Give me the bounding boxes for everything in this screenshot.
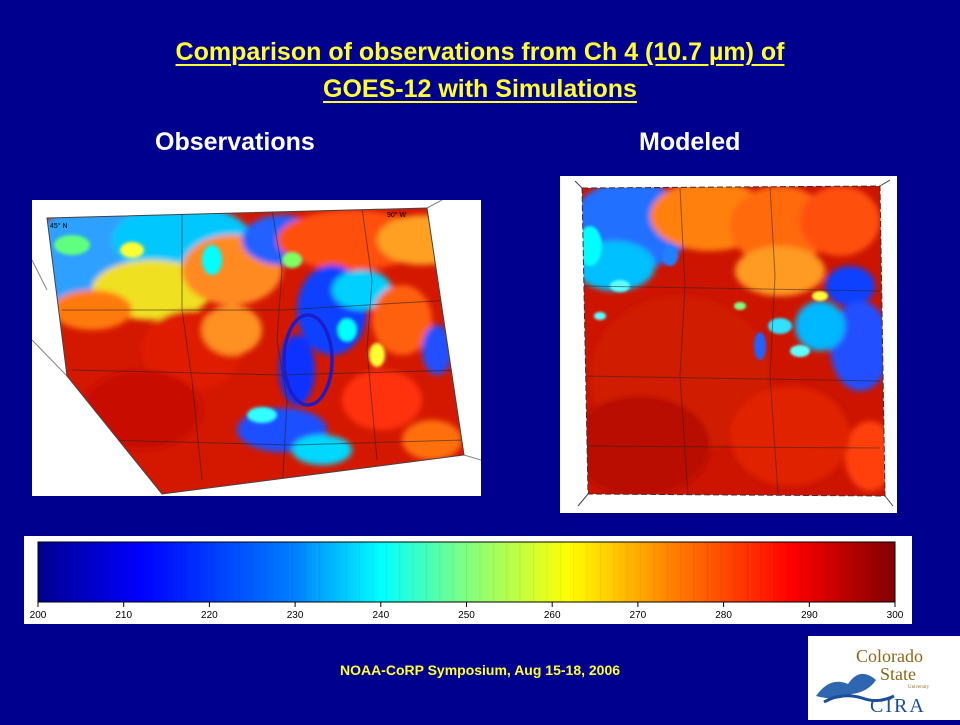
observations-label: Observations: [155, 128, 315, 156]
colorbar-tick-label: 240: [372, 610, 389, 621]
logo-line-1: Colorado: [856, 646, 923, 666]
title-line-2: GOES-12 with Simulations: [323, 75, 637, 103]
colorbar-tick-label: 260: [544, 610, 561, 621]
title-line-1: Comparison of observations from Ch 4 (10…: [175, 38, 785, 66]
colorbar-tick-label: 300: [887, 610, 904, 621]
lon-label: 90° W: [387, 211, 407, 219]
colorbar-tick-label: 280: [715, 610, 732, 621]
colorbar: 200 210 220 230 240 250 260 270 280 290 300: [24, 536, 912, 624]
modeled-label: Modeled: [639, 128, 741, 156]
colorbar-tick-label: 290: [801, 610, 818, 621]
colorbar-tick-label: 200: [30, 610, 47, 621]
lat-label: 45° N: [50, 222, 68, 230]
colorbar-gradient: [37, 541, 896, 603]
highlight-ellipse: [282, 313, 334, 407]
footer-text: NOAA-CoRP Symposium, Aug 15-18, 2006: [339, 662, 621, 678]
colorbar-tick-label: 250: [458, 610, 475, 621]
logo-line-2: State: [880, 664, 916, 684]
logo-acronym: CIRA: [870, 695, 926, 717]
modeled-image: [560, 176, 897, 513]
logo-line-3: University: [908, 685, 930, 690]
colorbar-tick-label: 210: [115, 610, 132, 621]
colorbar-tick-label: 230: [287, 610, 304, 621]
colorado-state-cira-logo: Colorado State University CIRA: [808, 636, 960, 720]
observations-image: 45° N 90° W: [32, 200, 481, 496]
cloud-icon: [816, 673, 876, 699]
colorbar-tick-label: 220: [201, 610, 218, 621]
slide-title: Comparison of observations from Ch 4 (10…: [40, 34, 920, 108]
colorbar-tick-label: 270: [630, 610, 647, 621]
